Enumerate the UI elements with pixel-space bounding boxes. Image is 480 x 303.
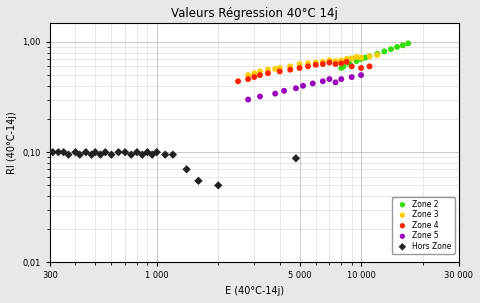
Zone 5 (337, 77, 345, 82)
Y-axis label: RI (40°C-14j): RI (40°C-14j) (7, 111, 17, 174)
Zone 3 (337, 58, 345, 63)
Hors Zone (65, 152, 72, 157)
Zone 2 (346, 62, 354, 66)
Zone 5 (299, 83, 307, 88)
Hors Zone (76, 152, 84, 157)
Hors Zone (88, 152, 96, 157)
Zone 5 (256, 94, 264, 99)
Hors Zone (108, 152, 115, 157)
Zone 3 (353, 55, 360, 59)
Zone 5 (244, 97, 252, 102)
Zone 2 (399, 43, 407, 48)
Zone 4 (251, 75, 258, 79)
Hors Zone (215, 183, 222, 188)
Zone 4 (366, 64, 373, 69)
Hors Zone (161, 152, 169, 157)
Zone 2 (393, 45, 401, 49)
Zone 5 (271, 91, 279, 96)
Zone 3 (271, 66, 279, 71)
Hors Zone (194, 178, 202, 183)
Hors Zone (138, 152, 146, 157)
Hors Zone (82, 150, 90, 155)
Zone 3 (276, 65, 284, 70)
Zone 2 (340, 64, 348, 69)
Legend: Zone 2, Zone 3, Zone 4, Zone 5, Hors Zone: Zone 2, Zone 3, Zone 4, Zone 5, Hors Zon… (392, 197, 455, 254)
Hors Zone (121, 150, 129, 155)
Zone 2 (353, 59, 360, 64)
X-axis label: E (40°C-14j): E (40°C-14j) (225, 286, 284, 296)
Zone 5 (309, 81, 317, 86)
Hors Zone (133, 150, 141, 155)
Zone 4 (312, 62, 320, 67)
Hors Zone (55, 150, 62, 155)
Zone 5 (348, 75, 356, 79)
Zone 3 (332, 59, 339, 64)
Zone 3 (366, 54, 373, 59)
Zone 4 (332, 62, 339, 66)
Zone 4 (325, 60, 333, 65)
Zone 3 (244, 73, 252, 78)
Zone 3 (325, 58, 333, 63)
Zone 3 (251, 71, 258, 76)
Hors Zone (144, 150, 151, 155)
Hors Zone (115, 150, 122, 155)
Zone 3 (256, 69, 264, 74)
Hors Zone (60, 150, 67, 155)
Zone 4 (276, 69, 284, 74)
Zone 2 (357, 57, 365, 62)
Zone 3 (357, 55, 365, 60)
Zone 4 (244, 77, 252, 82)
Zone 2 (387, 47, 395, 52)
Zone 4 (296, 65, 303, 70)
Zone 5 (332, 80, 339, 85)
Zone 4 (234, 79, 242, 84)
Hors Zone (49, 150, 57, 155)
Zone 2 (373, 52, 381, 56)
Zone 4 (287, 67, 294, 72)
Zone 3 (287, 64, 294, 69)
Zone 4 (256, 73, 264, 78)
Zone 3 (304, 61, 312, 66)
Zone 4 (337, 61, 345, 66)
Zone 5 (319, 79, 327, 84)
Zone 2 (404, 41, 412, 46)
Zone 3 (343, 57, 350, 62)
Zone 2 (361, 55, 369, 60)
Zone 2 (381, 49, 388, 54)
Zone 2 (337, 65, 345, 70)
Zone 2 (366, 54, 373, 59)
Zone 4 (357, 65, 365, 70)
Zone 4 (343, 59, 350, 64)
Zone 3 (312, 60, 320, 65)
Hors Zone (96, 152, 104, 157)
Zone 3 (348, 56, 356, 61)
Hors Zone (183, 167, 191, 172)
Zone 3 (373, 53, 381, 58)
Zone 4 (348, 64, 356, 69)
Hors Zone (127, 152, 135, 157)
Zone 4 (304, 64, 312, 69)
Zone 5 (357, 73, 365, 78)
Hors Zone (101, 150, 109, 155)
Zone 3 (296, 62, 303, 66)
Zone 3 (319, 59, 327, 64)
Hors Zone (148, 152, 156, 157)
Hors Zone (292, 156, 300, 161)
Hors Zone (169, 152, 177, 157)
Hors Zone (72, 150, 79, 155)
Zone 5 (325, 77, 333, 82)
Zone 4 (264, 71, 272, 76)
Zone 4 (319, 62, 327, 66)
Title: Valeurs Régression 40°C 14j: Valeurs Régression 40°C 14j (171, 7, 337, 20)
Zone 5 (280, 88, 288, 93)
Hors Zone (91, 150, 99, 155)
Zone 5 (292, 86, 300, 91)
Zone 3 (264, 67, 272, 72)
Hors Zone (153, 150, 161, 155)
